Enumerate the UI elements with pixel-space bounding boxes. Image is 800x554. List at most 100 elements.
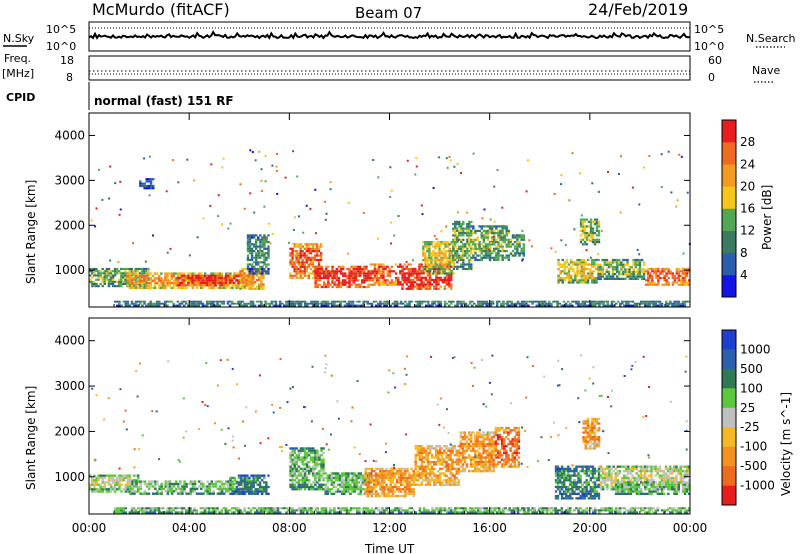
heatmap-cell xyxy=(379,304,382,307)
heatmap-cell xyxy=(447,476,450,480)
heatmap-cell xyxy=(246,256,250,259)
heatmap-cell xyxy=(543,300,547,303)
heatmap-cell xyxy=(313,250,317,253)
heatmap-cell xyxy=(114,488,117,491)
heatmap-cell xyxy=(456,163,459,165)
heatmap-cell xyxy=(405,276,408,279)
heatmap-cell xyxy=(501,229,504,232)
heatmap-cell xyxy=(199,272,203,275)
heatmap-cell xyxy=(445,447,448,450)
heatmap-cell xyxy=(387,490,390,493)
heatmap-cell xyxy=(660,153,663,156)
heatmap-cell xyxy=(230,281,234,284)
heatmap-cell xyxy=(348,281,351,284)
heatmap-cell xyxy=(652,300,655,303)
heatmap-cell xyxy=(428,272,432,275)
heatmap-cell xyxy=(490,256,494,259)
heatmap-cell xyxy=(428,267,431,271)
heatmap-cell xyxy=(628,277,631,280)
heatmap-cell xyxy=(130,281,134,285)
heatmap-cell xyxy=(470,250,473,253)
heatmap-cell xyxy=(93,483,96,486)
heatmap-cell xyxy=(200,480,203,483)
heatmap-cell xyxy=(424,241,427,244)
heatmap-cell xyxy=(677,267,681,271)
heatmap-cell xyxy=(361,488,365,491)
heatmap-cell xyxy=(263,238,266,241)
heatmap-cell xyxy=(446,258,449,262)
heatmap-cell xyxy=(162,487,165,491)
heatmap-cell xyxy=(341,267,345,271)
heatmap-cell xyxy=(319,252,323,255)
heatmap-cell xyxy=(227,490,230,493)
heatmap-cell xyxy=(657,281,660,284)
heatmap-cell xyxy=(203,284,207,287)
heatmap-cell xyxy=(354,279,358,282)
heatmap-cell xyxy=(426,267,429,271)
heatmap-cell xyxy=(241,482,245,486)
heatmap-cell xyxy=(318,474,321,477)
heatmap-cell xyxy=(543,302,547,305)
heatmap-cell xyxy=(580,263,583,266)
heatmap-cell xyxy=(409,287,413,290)
heatmap-cell xyxy=(597,270,600,273)
heatmap-cell xyxy=(430,476,434,480)
heatmap-cell xyxy=(409,263,413,266)
heatmap-cell xyxy=(480,236,483,239)
heatmap-cell xyxy=(305,447,309,450)
heatmap-cell xyxy=(218,279,222,282)
heatmap-cell xyxy=(179,482,182,486)
heatmap-cell xyxy=(510,253,513,256)
heatmap-cell xyxy=(297,302,301,305)
heatmap-cell xyxy=(114,490,117,493)
heatmap-cell xyxy=(345,304,349,307)
heatmap-cell xyxy=(647,274,650,277)
heatmap-cell xyxy=(477,304,480,307)
heatmap-cell xyxy=(638,253,641,256)
heatmap-cell xyxy=(533,300,536,303)
heatmap-cell xyxy=(128,285,131,288)
heatmap-cell xyxy=(456,304,459,307)
heatmap-cell xyxy=(531,302,534,305)
heatmap-cell xyxy=(363,267,366,271)
heatmap-cell xyxy=(380,272,383,275)
heatmap-cell xyxy=(385,470,388,473)
heatmap-cell xyxy=(249,285,253,288)
heatmap-cell xyxy=(316,283,319,286)
heatmap-cell xyxy=(130,274,133,277)
heatmap-cell xyxy=(383,304,386,307)
heatmap-cell xyxy=(314,274,317,277)
heatmap-cell xyxy=(362,300,365,303)
heatmap-cell xyxy=(389,166,392,169)
heatmap-cell xyxy=(579,241,583,244)
heatmap-cell xyxy=(577,300,580,303)
heatmap-cell xyxy=(352,276,355,280)
heatmap-cell xyxy=(291,483,294,486)
heatmap-cell xyxy=(424,470,428,473)
heatmap-cell xyxy=(166,284,169,287)
heatmap-cell xyxy=(476,229,479,232)
heatmap-cell xyxy=(351,474,354,477)
heatmap-cell xyxy=(427,304,430,307)
heatmap-cell xyxy=(628,268,631,271)
heatmap-cell xyxy=(368,302,372,305)
heatmap-cell xyxy=(235,485,239,489)
heatmap-cell xyxy=(368,492,372,495)
heatmap-cell xyxy=(183,286,186,290)
heatmap-cell xyxy=(686,191,689,194)
heatmap-cell xyxy=(383,476,386,480)
heatmap-cell xyxy=(166,251,169,254)
heatmap-cell xyxy=(208,490,211,493)
heatmap-cell xyxy=(317,258,321,262)
heatmap-cell xyxy=(347,302,351,305)
heatmap-cell xyxy=(124,300,127,303)
heatmap-cell xyxy=(593,238,597,241)
heatmap-cell xyxy=(361,285,364,289)
heatmap-cell xyxy=(435,479,438,482)
heatmap-cell xyxy=(317,250,321,253)
heatmap-cell xyxy=(505,243,508,246)
heatmap-cell xyxy=(345,472,348,475)
heatmap-cell xyxy=(276,304,280,307)
heatmap-cell xyxy=(652,304,655,307)
heatmap-cell xyxy=(497,232,500,235)
